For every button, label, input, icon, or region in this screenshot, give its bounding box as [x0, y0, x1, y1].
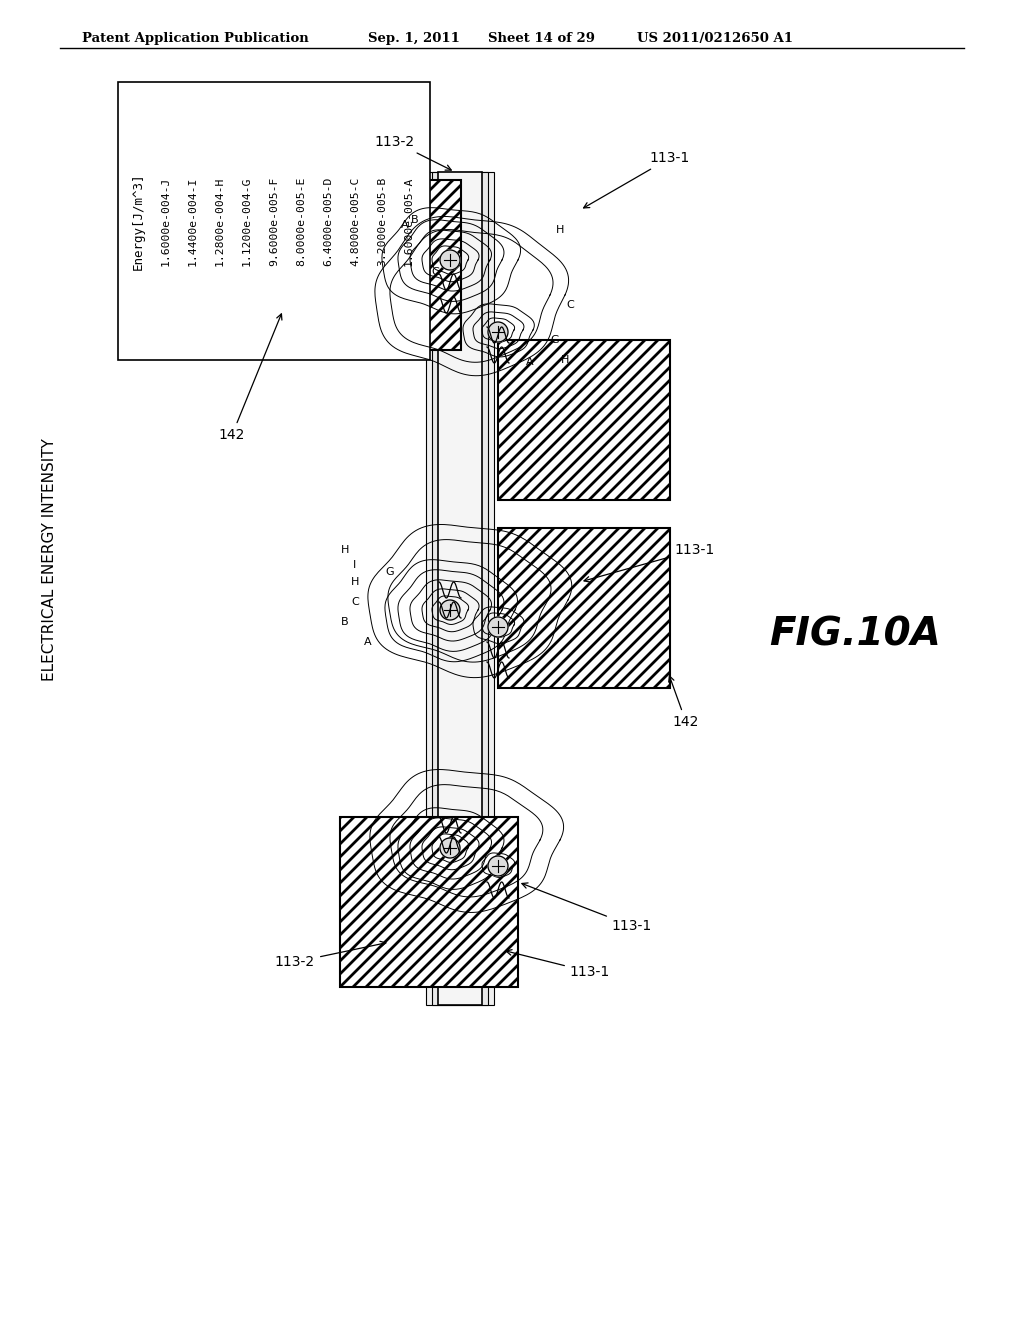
Text: A: A	[365, 638, 372, 647]
Bar	[498, 341, 670, 500]
Text: C: C	[351, 597, 358, 607]
Text: 113-2: 113-2	[375, 135, 452, 170]
Text: 3.2000e-005-B: 3.2000e-005-B	[377, 177, 387, 265]
Text: 142: 142	[669, 676, 699, 729]
Text: 113-1: 113-1	[506, 949, 610, 979]
Text: G: G	[551, 335, 559, 345]
Text: H: H	[341, 545, 349, 554]
Text: 9.6000e-005-F: 9.6000e-005-F	[269, 177, 279, 265]
Text: 113-2: 113-2	[274, 941, 386, 969]
Text: FIG.10A: FIG.10A	[769, 616, 941, 653]
Bar	[432, 172, 488, 1005]
Text: C: C	[566, 300, 573, 310]
Text: 8.0000e-005-E: 8.0000e-005-E	[296, 177, 306, 265]
Text: C: C	[431, 267, 439, 277]
Text: 113-1: 113-1	[584, 150, 690, 209]
Bar	[498, 528, 670, 688]
Text: H: H	[561, 355, 569, 366]
Text: US 2011/0212650 A1: US 2011/0212650 A1	[637, 32, 793, 45]
Bar	[283, 180, 461, 350]
Text: H: H	[351, 577, 359, 587]
Text: 1.1200e-004-G: 1.1200e-004-G	[242, 177, 252, 265]
Text: 4.8000e-005-C: 4.8000e-005-C	[350, 177, 360, 265]
Text: B: B	[341, 616, 349, 627]
Text: Energy[J/m^3]: Energy[J/m^3]	[131, 172, 144, 269]
Text: ELECTRICAL ENERGY INTENSITY: ELECTRICAL ENERGY INTENSITY	[43, 438, 57, 681]
Text: 6.4000e-005-D: 6.4000e-005-D	[323, 177, 333, 265]
Text: B: B	[412, 215, 419, 224]
Bar	[426, 172, 494, 1005]
Text: 1.2800e-004-H: 1.2800e-004-H	[215, 177, 225, 265]
Text: H: H	[556, 224, 564, 235]
Circle shape	[440, 601, 460, 620]
Text: G: G	[386, 568, 394, 577]
Text: 113-1: 113-1	[584, 543, 715, 582]
Circle shape	[440, 838, 460, 858]
Text: 1.6000e-004-J: 1.6000e-004-J	[161, 177, 171, 265]
Text: I: I	[353, 560, 356, 570]
Bar	[340, 817, 518, 987]
Circle shape	[488, 855, 508, 876]
Circle shape	[488, 322, 508, 342]
Text: A: A	[526, 356, 534, 367]
Text: 142: 142	[219, 314, 282, 442]
Text: A: A	[401, 220, 409, 230]
Circle shape	[440, 249, 460, 271]
Text: 113-1: 113-1	[522, 883, 652, 933]
Text: Sheet 14 of 29: Sheet 14 of 29	[488, 32, 595, 45]
Bar	[438, 172, 482, 1005]
Circle shape	[488, 616, 508, 638]
Text: 1.4400e-004-I: 1.4400e-004-I	[188, 177, 198, 265]
Bar	[118, 82, 430, 360]
Text: Patent Application Publication: Patent Application Publication	[82, 32, 309, 45]
Text: 1.6000e-005-A: 1.6000e-005-A	[404, 177, 414, 265]
Text: Sep. 1, 2011: Sep. 1, 2011	[368, 32, 460, 45]
